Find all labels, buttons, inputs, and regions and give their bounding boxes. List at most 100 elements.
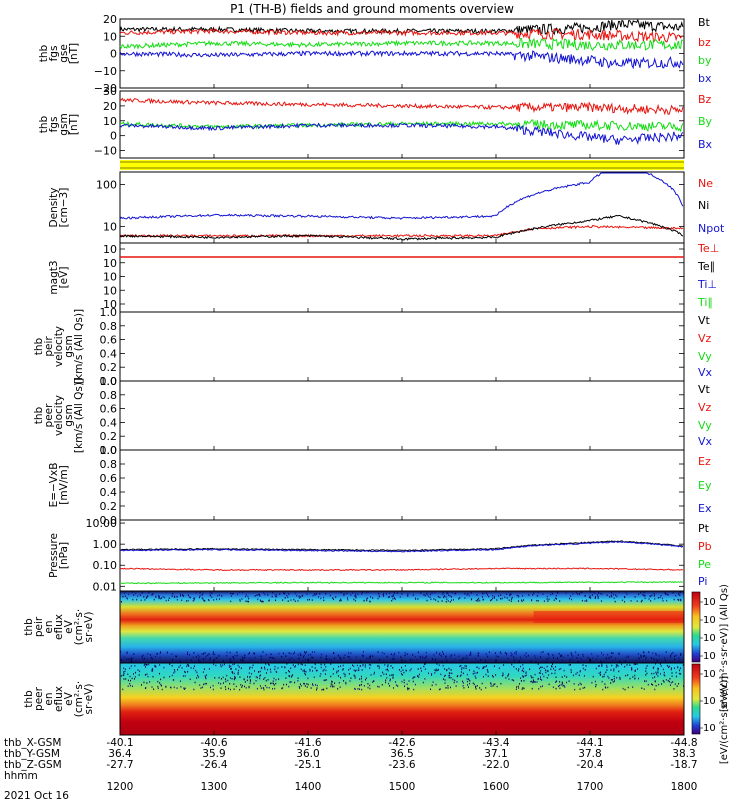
spectrogram-pixel bbox=[159, 656, 161, 659]
spectrogram-pixel bbox=[160, 684, 162, 687]
spectrogram-pixel bbox=[212, 684, 214, 687]
spectrogram-pixel bbox=[209, 658, 211, 660]
spectrogram-pixel bbox=[325, 658, 327, 660]
spectrogram-pixel bbox=[551, 672, 553, 675]
spectrogram-pixel bbox=[466, 594, 468, 596]
spectrogram-pixel bbox=[555, 598, 557, 600]
spectrogram-pixel bbox=[663, 681, 665, 683]
spectrogram-pixel bbox=[260, 658, 262, 661]
spectrogram-pixel bbox=[197, 674, 199, 677]
spectrogram-pixel bbox=[304, 683, 306, 685]
spectrogram-pixel bbox=[183, 687, 185, 689]
spectrogram-pixel bbox=[484, 658, 486, 661]
spectrogram-pixel bbox=[233, 658, 235, 660]
spectrogram-pixel bbox=[390, 665, 392, 667]
spectrogram-pixel bbox=[387, 664, 389, 666]
spectrogram-pixel bbox=[254, 652, 256, 655]
spectrogram-pixel bbox=[510, 654, 512, 657]
spectrogram-pixel bbox=[577, 657, 579, 659]
spectrogram-pixel bbox=[421, 655, 423, 658]
spectrogram-pixel bbox=[451, 672, 453, 675]
spectrogram-pixel bbox=[268, 664, 270, 666]
spectrogram-pixel bbox=[350, 652, 352, 654]
spectrogram-pixel bbox=[122, 674, 124, 676]
y-tick-label: 10 bbox=[103, 115, 117, 128]
spectrogram-pixel bbox=[486, 594, 488, 596]
spectrogram-pixel bbox=[490, 685, 492, 687]
y-axis-label: fgs bbox=[48, 117, 60, 133]
spectrogram-pixel bbox=[360, 660, 362, 662]
spectrogram-pixel bbox=[187, 651, 189, 654]
y-tick-label: 0.4 bbox=[100, 347, 118, 360]
spectrogram-pixel bbox=[552, 667, 554, 670]
spectrogram-pixel bbox=[652, 667, 654, 669]
spectrogram-pixel bbox=[198, 596, 200, 599]
spectrogram-pixel bbox=[524, 675, 526, 677]
spectrogram-pixel bbox=[677, 598, 679, 601]
spectrogram-pixel bbox=[129, 679, 131, 682]
spectrogram-pixel bbox=[539, 656, 541, 658]
spectrogram-pixel bbox=[561, 676, 563, 678]
spectrogram-pixel bbox=[260, 600, 262, 603]
spectrogram-pixel bbox=[147, 653, 149, 655]
spectrogram-pixel bbox=[480, 659, 482, 661]
spectrogram-pixel bbox=[628, 661, 630, 664]
spectrogram-pixel bbox=[678, 672, 680, 675]
spectrogram-pixel bbox=[265, 663, 267, 665]
spectrogram-pixel bbox=[422, 657, 424, 659]
series-line-By bbox=[119, 119, 684, 133]
spectrogram-pixel bbox=[536, 595, 538, 597]
spectrogram-pixel bbox=[651, 672, 653, 675]
panel-flag_bar bbox=[120, 160, 684, 170]
spectrogram-pixel bbox=[349, 667, 351, 670]
spectrogram-pixel bbox=[123, 592, 125, 594]
spectrogram-pixel bbox=[214, 653, 216, 656]
legend-Pe: Pe bbox=[698, 558, 711, 571]
spectrogram-pixel bbox=[234, 675, 236, 678]
spectrogram-pixel bbox=[588, 596, 590, 599]
spectrogram-pixel bbox=[643, 594, 645, 597]
spectrogram-pixel bbox=[404, 651, 406, 654]
spectrogram-pixel bbox=[516, 594, 518, 597]
spectrogram-pixel bbox=[511, 663, 513, 666]
spectrogram-pixel bbox=[286, 663, 288, 665]
spectrogram-pixel bbox=[438, 688, 440, 691]
spectrogram-pixel bbox=[137, 669, 139, 671]
spectrogram-pixel bbox=[370, 596, 372, 598]
spectrogram-pixel bbox=[377, 665, 379, 667]
spectrogram-pixel bbox=[262, 651, 264, 653]
spectrogram-pixel bbox=[336, 670, 338, 673]
spectrogram-pixel bbox=[412, 680, 414, 683]
spectrogram-pixel bbox=[636, 663, 638, 665]
spectrogram-pixel bbox=[457, 675, 459, 677]
spectrogram-pixel bbox=[245, 687, 247, 689]
spectrogram-pixel bbox=[424, 657, 426, 660]
spectrogram-pixel bbox=[160, 597, 162, 600]
spectrogram-pixel bbox=[179, 680, 181, 682]
spectrogram-pixel bbox=[661, 683, 663, 685]
spectrogram-pixel bbox=[453, 681, 455, 684]
spectrogram-pixel bbox=[382, 671, 384, 674]
spectrogram-pixel bbox=[267, 594, 269, 596]
spectrogram-pixel bbox=[370, 664, 372, 666]
spectrogram-pixel bbox=[282, 661, 284, 664]
spectrogram-pixel bbox=[474, 675, 476, 677]
spectrogram-pixel bbox=[509, 594, 511, 597]
spectrogram-pixel bbox=[545, 661, 547, 664]
spectrogram-pixel bbox=[607, 675, 609, 678]
spectrogram-pixel bbox=[537, 591, 539, 594]
spectrogram-pixel bbox=[533, 592, 535, 594]
spectrogram-pixel bbox=[274, 668, 276, 671]
x-tick-label: 1600 bbox=[483, 781, 510, 793]
spectrogram-pixel bbox=[154, 664, 156, 667]
spectrogram-pixel bbox=[320, 656, 322, 659]
spectrogram-pixel bbox=[490, 682, 492, 684]
spectrogram-pixel bbox=[125, 678, 127, 680]
spectrogram-pixel bbox=[557, 592, 559, 594]
spectrogram-pixel bbox=[354, 687, 356, 690]
spectrogram-pixel bbox=[613, 668, 615, 670]
legend-Pi: Pi bbox=[698, 575, 707, 588]
spectrogram-pixel bbox=[254, 670, 256, 672]
spectrogram-pixel bbox=[436, 663, 438, 665]
spectrogram-pixel bbox=[446, 669, 448, 671]
